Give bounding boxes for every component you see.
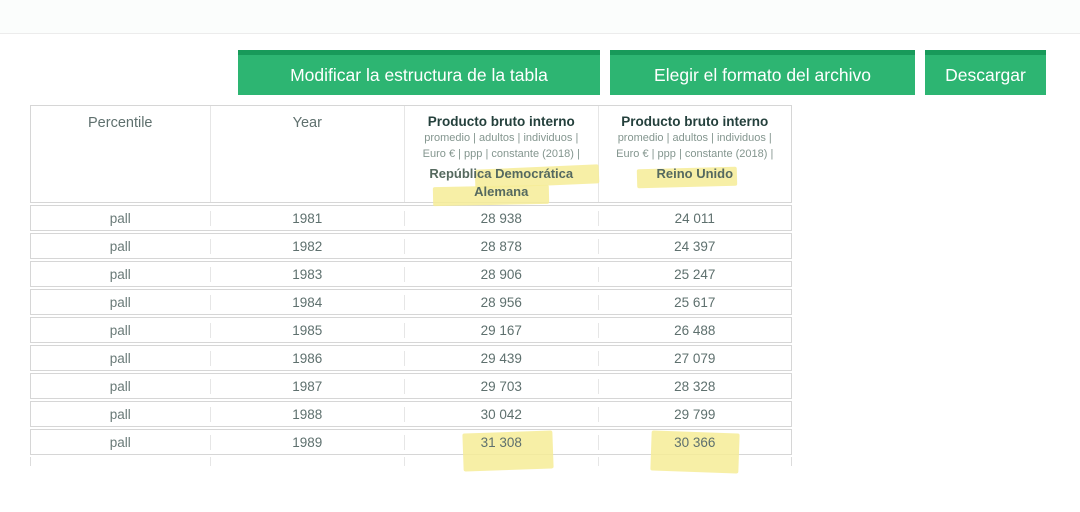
gdp-ddr-cell: 29 439 [405, 350, 599, 366]
gdp-ddr-cell: 29 703 [405, 378, 599, 394]
year-cell: 1982 [211, 238, 406, 254]
year-header-label: Year [292, 115, 322, 131]
table-cutoff-row [30, 457, 792, 466]
gdp-ddr-cell: 28 906 [405, 266, 599, 282]
year-cell: 1986 [211, 350, 406, 366]
table-row: pall 1983 28 906 25 247 [30, 261, 792, 287]
table-row: pall 1988 30 042 29 799 [30, 401, 792, 427]
gdp-ddr-cell: 29 167 [405, 322, 599, 338]
cutoff-cell [405, 457, 599, 466]
percentile-cell: pall [31, 350, 211, 366]
gdp-subtitle-1: promedio | adultos | individuos | [617, 132, 772, 144]
column-header-gdp-ddr: Producto bruto interno promedio | adulto… [405, 106, 600, 207]
country-name-uk: Reino Unido [656, 166, 734, 181]
gdp-ddr-cell: 28 938 [405, 210, 599, 226]
percentile-cell: pall [31, 434, 211, 450]
table-row: pall 1982 28 878 24 397 [30, 233, 792, 259]
column-header-year: Year [211, 106, 406, 202]
percentile-cell: pall [31, 266, 211, 282]
gdp-uk-cell: 24 397 [674, 238, 716, 254]
percentile-cell: pall [31, 406, 211, 422]
cutoff-cell [211, 457, 406, 466]
gdp-uk-value: 30 366 [674, 434, 716, 450]
modify-table-structure-button[interactable]: Modificar la estructura de la tabla [238, 50, 600, 95]
gdp-uk-cell: 24 011 [674, 210, 715, 226]
gdp-ddr-value: 31 308 [480, 434, 522, 450]
gdp-uk-cell: 25 617 [674, 294, 716, 310]
gdp-uk-cell: 29 799 [674, 406, 716, 422]
year-cell: 1985 [211, 322, 406, 338]
gdp-title: Producto bruto interno [621, 114, 769, 129]
table-row: pall 1981 28 938 24 011 [30, 205, 792, 231]
percentile-cell: pall [31, 322, 211, 338]
table-row: pall 1984 28 956 25 617 [30, 289, 792, 315]
data-table: Percentile Year Producto bruto interno p… [30, 105, 792, 474]
gdp-uk-cell: 28 328 [674, 378, 716, 394]
toolbar: Modificar la estructura de la tabla Eleg… [238, 50, 1046, 95]
table-row: pall 1987 29 703 28 328 [30, 373, 792, 399]
gdp-ddr-cell: 31 308 [405, 429, 599, 472]
column-header-gdp-uk: Producto bruto interno promedio | adulto… [599, 106, 791, 202]
percentile-header-label: Percentile [88, 115, 153, 131]
table-row: pall 1986 29 439 27 079 [30, 345, 792, 371]
year-cell: 1984 [211, 294, 406, 310]
table-header-row: Percentile Year Producto bruto interno p… [30, 105, 792, 207]
download-button[interactable]: Descargar [925, 50, 1046, 95]
gdp-uk-cell: 25 247 [674, 266, 716, 282]
gdp-subtitle-1: promedio | adultos | individuos | [424, 132, 579, 144]
gdp-title: Producto bruto interno [427, 114, 575, 129]
year-cell: 1989 [211, 434, 406, 450]
gdp-subtitle-2: Euro € | ppp | constante (2018) | [616, 148, 774, 160]
percentile-cell: pall [31, 238, 211, 254]
year-cell: 1987 [211, 378, 406, 394]
gdp-uk-cell: 30 366 [599, 429, 791, 474]
gdp-ddr-cell: 30 042 [405, 406, 599, 422]
gdp-ddr-cell: 28 956 [405, 294, 599, 310]
choose-file-format-button[interactable]: Elegir el formato del archivo [610, 50, 915, 95]
year-cell: 1983 [211, 266, 406, 282]
gdp-subtitle-2: Euro € | ppp | constante (2018) | [422, 148, 580, 160]
top-band [0, 0, 1080, 34]
percentile-cell: pall [31, 294, 211, 310]
gdp-uk-cell: 26 488 [674, 322, 716, 338]
year-cell: 1981 [211, 210, 406, 226]
column-header-percentile: Percentile [31, 106, 211, 202]
table-row-highlighted: pall 1989 31 308 30 366 [30, 429, 792, 474]
table-row: pall 1985 29 167 26 488 [30, 317, 792, 343]
gdp-uk-cell: 27 079 [674, 350, 716, 366]
percentile-cell: pall [31, 378, 211, 394]
country-name-ddr: República Democrática Alemana [429, 166, 574, 199]
percentile-cell: pall [31, 210, 211, 226]
gdp-ddr-cell: 28 878 [405, 238, 599, 254]
cutoff-cell [31, 457, 211, 466]
year-cell: 1988 [211, 406, 406, 422]
